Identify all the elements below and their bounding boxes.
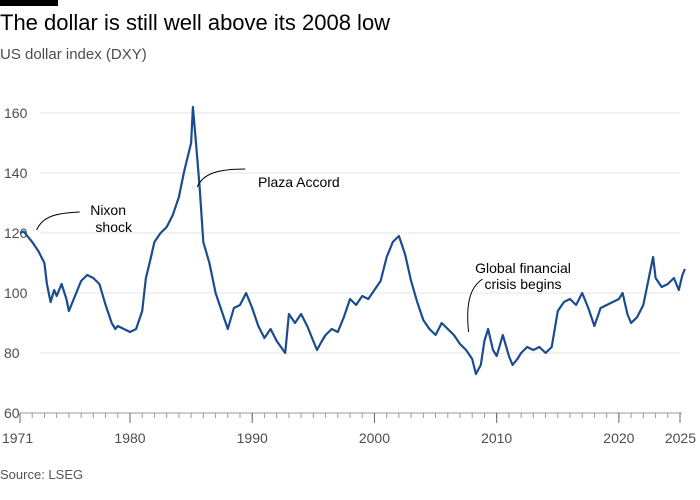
chart-subtitle: US dollar index (DXY) [0, 46, 147, 63]
x-tick-label: 1980 [114, 430, 145, 446]
brand-bar [0, 0, 58, 6]
annotation-leader [36, 211, 80, 231]
x-tick-label: 2020 [603, 430, 634, 446]
x-tick-label: 2025 [665, 430, 696, 446]
y-tick-label: 80 [4, 345, 20, 361]
x-tick-label: 1990 [237, 430, 268, 446]
annotation-label: Nixon [90, 202, 126, 218]
y-tick-label: 100 [4, 285, 28, 301]
x-tick-label: 2000 [359, 430, 390, 446]
annotation-label: shock [95, 219, 133, 235]
annotation-leader [196, 168, 246, 188]
y-tick-label: 60 [4, 405, 20, 421]
y-axis-labels: 60 80 100 120 140 160 [4, 105, 28, 421]
annotation-leader [467, 278, 483, 333]
y-tick-label: 140 [4, 165, 28, 181]
series-line-dxy [19, 105, 686, 376]
y-tick-label: 120 [4, 225, 28, 241]
gridlines [40, 112, 680, 354]
x-axis: 1971 1980 1990 2000 2010 2020 2025 [2, 412, 696, 446]
annotation-label: Global financial [475, 260, 571, 276]
chart-title: The dollar is still well above its 2008 … [0, 10, 391, 35]
annotation-label: crisis begins [484, 276, 561, 292]
x-tick-label: 1971 [2, 430, 33, 446]
x-tick-label: 2010 [481, 430, 512, 446]
annotation-label: Plaza Accord [258, 174, 340, 190]
y-tick-label: 160 [4, 105, 28, 121]
source-note: Source: LSEG [0, 467, 84, 482]
